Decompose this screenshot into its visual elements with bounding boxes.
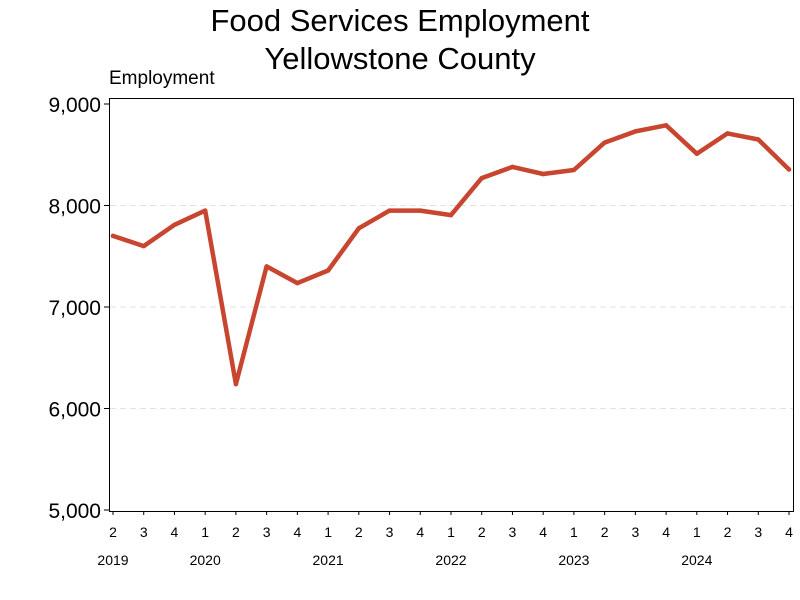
chart-title-line-1: Food Services Employment: [210, 3, 590, 38]
x-tick-label: 3: [509, 524, 517, 540]
x-year-label: 2020: [190, 552, 221, 568]
y-tick-label: 9,000: [48, 94, 101, 117]
data-point: [540, 171, 546, 177]
x-tick-label: 2: [355, 524, 363, 540]
data-point: [571, 167, 577, 173]
data-point: [264, 264, 269, 269]
chart-title-line-2: Yellowstone County: [264, 41, 536, 76]
x-year-label: 2024: [681, 552, 712, 568]
data-point: [694, 151, 700, 156]
data-point: [663, 123, 669, 128]
x-tick-label: 4: [539, 524, 547, 540]
data-point: [602, 140, 607, 145]
x-tick-label: 2: [232, 524, 240, 540]
data-point: [756, 137, 761, 142]
x-tick-label: 1: [201, 524, 209, 540]
x-tick-label: 2: [478, 524, 486, 540]
x-tick-label: 2: [601, 524, 609, 540]
data-point: [233, 381, 239, 387]
x-tick-label: 4: [293, 524, 301, 540]
x-year-label: 2022: [435, 552, 466, 568]
data-point: [633, 129, 638, 134]
x-tick-label: 3: [631, 524, 639, 540]
data-point: [479, 175, 484, 181]
x-tick-label: 4: [416, 524, 424, 540]
chart-title: Food Services Employment Yellowstone Cou…: [0, 2, 800, 78]
grid-lines: [110, 205, 793, 409]
data-point: [786, 167, 792, 172]
x-tick-label: 1: [570, 524, 578, 540]
data-point: [295, 280, 300, 286]
series-group: [110, 123, 792, 387]
x-tick-label: 1: [324, 524, 332, 540]
series-line: [110, 123, 792, 387]
x-tick-label: 4: [662, 524, 670, 540]
y-tick-label: 8,000: [48, 196, 101, 219]
x-tick-label: 2: [109, 524, 117, 540]
data-point: [725, 131, 730, 136]
data-point: [172, 222, 177, 227]
x-tick-label: 3: [263, 524, 271, 540]
data-point: [448, 212, 454, 218]
plot-area-frame: [109, 98, 794, 512]
data-point: [418, 208, 423, 213]
data-point: [325, 268, 331, 273]
x-year-label: 2021: [313, 552, 344, 568]
x-axis: 2 3 4 1 2 3 4 1 2 3 4 1 2 3 4 1 2 3 4 1 2 3 4 2019 2020 2021 2022 2…: [97, 511, 793, 568]
x-year-label: 2019: [97, 552, 128, 568]
x-tick-label: 1: [693, 524, 701, 540]
x-tick-label: 4: [785, 524, 793, 540]
data-point: [110, 233, 116, 239]
data-point: [202, 208, 208, 213]
data-point: [510, 164, 515, 170]
x-tick-label: 1: [447, 524, 455, 540]
data-point: [387, 208, 392, 213]
y-tick-label: 5,000: [48, 500, 101, 523]
x-tick-label: 2: [724, 524, 732, 540]
y-axis-label: Employment: [109, 68, 215, 89]
y-tick-label: 7,000: [48, 297, 101, 320]
y-axis: 5,000 6,000 7,000 8,000 9,000: [48, 94, 110, 523]
x-tick-label: 3: [754, 524, 762, 540]
x-tick-label: 3: [386, 524, 394, 540]
y-tick-label: 6,000: [48, 399, 101, 422]
x-tick-label: 3: [140, 524, 148, 540]
data-point: [141, 243, 146, 249]
x-year-label: 2023: [558, 552, 589, 568]
x-tick-label: 4: [171, 524, 179, 540]
data-point: [356, 226, 362, 231]
